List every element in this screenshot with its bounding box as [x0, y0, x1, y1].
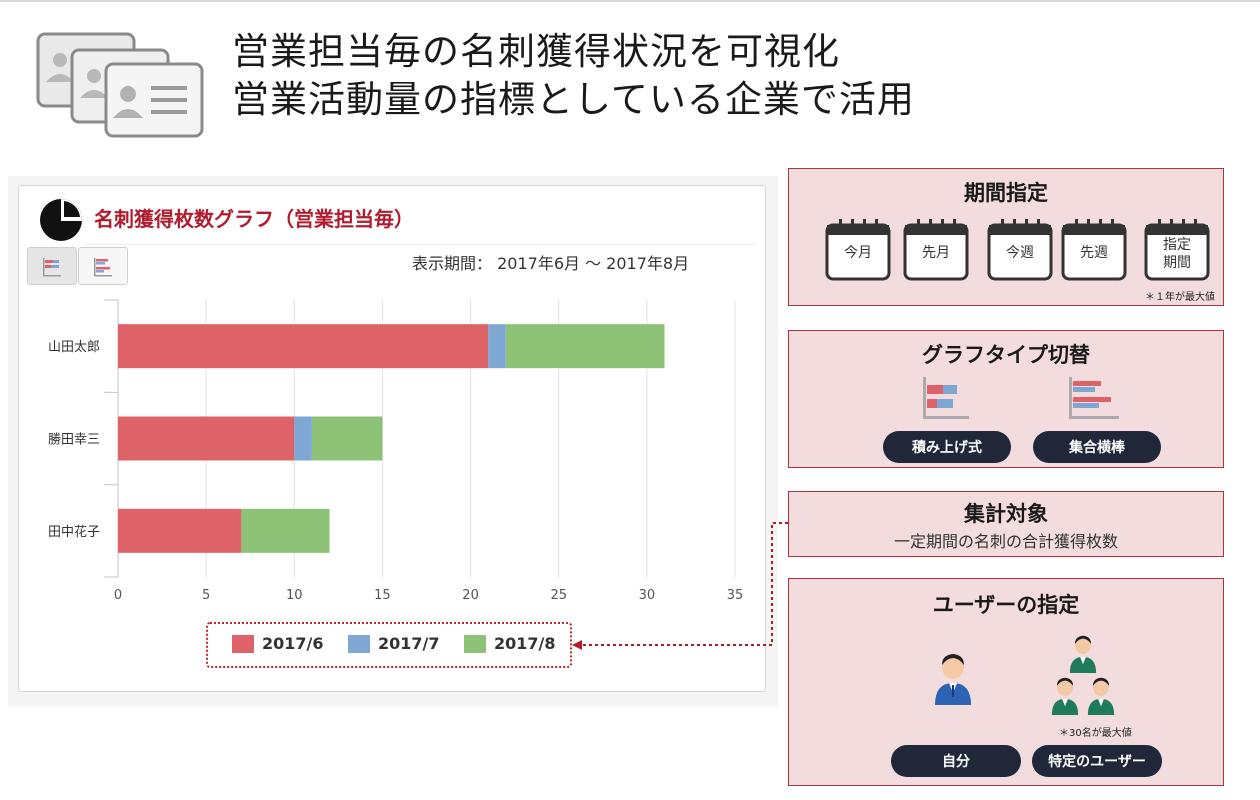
business-card-icon	[36, 32, 204, 138]
custom-period-button[interactable]: 指定 期間	[1144, 217, 1210, 281]
bar-segment	[488, 324, 506, 369]
last-week-button[interactable]: 先週	[1061, 217, 1127, 281]
title-line-2: 営業活動量の指標としている企業で活用	[232, 78, 915, 121]
user-selection-box: ユーザーの指定 ＊30名が最大値 自分 特定のユーザー	[788, 578, 1224, 786]
x-tick-label: 15	[374, 588, 391, 603]
last-month-button[interactable]: 先月	[903, 217, 969, 281]
calendar-icon	[825, 219, 891, 281]
stacked-bar-icon	[923, 377, 969, 419]
legend-label: 2017/8	[494, 634, 556, 653]
graph-type-title: グラフタイプ切替	[922, 343, 1090, 367]
legend-swatch	[348, 634, 370, 653]
aggregate-title: 集計対象	[964, 502, 1048, 526]
bar-segment	[118, 324, 489, 369]
x-tick-label: 10	[286, 588, 303, 603]
bar-segment	[311, 416, 383, 461]
aggregate-subtitle: 一定期間の名刺の合計獲得枚数	[893, 532, 1118, 551]
y-category-label: 勝田幸三	[48, 433, 100, 448]
user-note: ＊30名が最大値	[1059, 728, 1132, 739]
pie-chart-icon	[40, 199, 82, 241]
this-week-button[interactable]: 今週	[987, 217, 1053, 281]
title-line-1: 営業担当毎の名刺獲得状況を可視化	[232, 30, 840, 73]
bar-segment	[505, 324, 665, 369]
connector-arrow	[572, 522, 788, 650]
bar-segment	[294, 416, 312, 461]
group-user-icon	[1087, 677, 1115, 715]
this-month-label: 今月	[844, 245, 872, 261]
this-month-button[interactable]: 今月	[825, 217, 891, 281]
period-label: 表示期間：	[412, 254, 493, 273]
specific-users-button[interactable]: 特定のユーザー	[1032, 745, 1162, 777]
legend-item-2017-7[interactable]: 2017/7	[348, 634, 440, 653]
y-category-label: 田中花子	[48, 524, 100, 540]
period-value: 2017年6月 〜 2017年8月	[497, 254, 690, 273]
bar-segment	[241, 508, 330, 553]
legend-highlight-box	[206, 622, 572, 668]
group-user-icon	[1051, 677, 1079, 715]
user-box-title: ユーザーの指定	[932, 593, 1080, 617]
last-month-label: 先月	[922, 245, 950, 261]
legend-item-2017-8[interactable]: 2017/8	[464, 634, 556, 653]
legend-swatch	[464, 634, 486, 653]
period-display: 表示期間： 2017年6月 〜 2017年8月	[412, 250, 689, 274]
bar-segment	[118, 508, 242, 553]
legend-swatch	[232, 634, 254, 653]
period-note: ＊１年が最大値	[1145, 292, 1215, 303]
page-title: 営業担当毎の名刺獲得状況を可視化 営業活動量の指標としている企業で活用	[232, 28, 915, 124]
this-week-label: 今週	[1006, 245, 1034, 261]
group-user-icon	[1069, 635, 1097, 673]
aggregate-target-box: 集計対象 一定期間の名刺の合計獲得枚数	[788, 491, 1224, 557]
stacked-chart-toggle[interactable]	[27, 247, 77, 285]
x-tick-label: 35	[727, 588, 744, 603]
legend-label: 2017/7	[378, 634, 440, 653]
custom-period-label: 指定 期間	[1163, 237, 1191, 271]
top-divider	[0, 0, 1260, 2]
x-tick-label: 0	[114, 588, 122, 603]
chart-title: 名刺獲得枚数グラフ（営業担当毎）	[94, 207, 414, 231]
x-tick-label: 25	[550, 588, 567, 603]
grouped-type-button[interactable]: 集合横棒	[1033, 431, 1161, 463]
stacked-type-button[interactable]: 積み上げ式	[883, 431, 1011, 463]
calendar-icon	[1061, 219, 1127, 281]
graph-type-box: グラフタイプ切替 積み上げ式 集合横棒	[788, 330, 1224, 468]
bar-segment	[118, 416, 295, 461]
legend-item-2017-6[interactable]: 2017/6	[232, 634, 324, 653]
x-tick-label: 20	[462, 588, 479, 603]
legend-label: 2017/6	[262, 634, 324, 653]
period-box-title: 期間指定	[964, 181, 1048, 205]
calendar-icon	[1144, 219, 1210, 281]
grouped-bar-icon	[94, 258, 112, 277]
title-divider	[84, 244, 756, 245]
last-week-label: 先週	[1080, 245, 1108, 261]
calendar-icon	[987, 219, 1053, 281]
period-selection-box: 期間指定 今月 先月 今週 先週 指定 期間 ＊１年が最大値	[788, 168, 1224, 306]
y-category-label: 山田太郎	[48, 340, 100, 355]
x-tick-label: 5	[202, 588, 210, 603]
x-tick-label: 30	[639, 588, 656, 603]
calendar-icon	[903, 219, 969, 281]
grouped-chart-toggle[interactable]	[78, 247, 128, 285]
self-user-button[interactable]: 自分	[891, 745, 1021, 777]
stacked-bar-icon	[43, 258, 61, 277]
grouped-bar-icon	[1069, 377, 1119, 419]
single-user-icon	[935, 654, 971, 705]
